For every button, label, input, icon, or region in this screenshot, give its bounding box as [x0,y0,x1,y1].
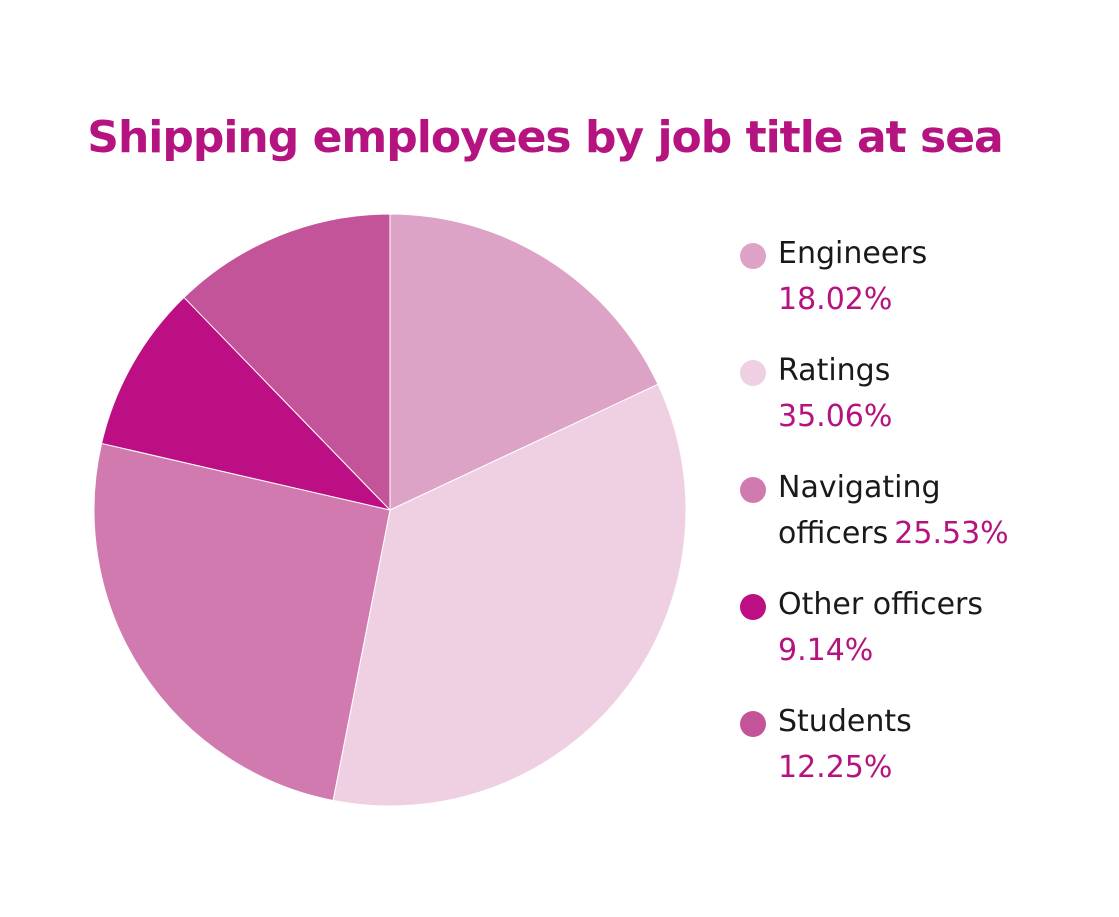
legend-swatch [740,477,766,503]
pie-slice-navigating-officers [93,442,391,802]
legend-item-other-officers: Other officers 9.14% [740,583,1110,700]
legend-value: 25.53% [894,516,1009,551]
legend-swatch [740,243,766,269]
legend-label: Students [778,704,912,739]
pie-slice-engineers [389,213,659,511]
legend-value: 18.02% [778,282,893,317]
legend-value: 12.25% [778,750,893,785]
legend-label: Navigating [778,470,941,505]
pie-slice-other-officers [100,296,392,511]
legend-label: Engineers [778,236,928,271]
legend-value: 9.14% [778,633,874,668]
legend-item-students: Students 12.25% [740,700,1110,817]
legend-item-ratings: Ratings 35.06% [740,349,1110,466]
legend-value: 35.06% [778,399,893,434]
pie-slice-students [183,213,391,512]
legend-label: Other officers [778,587,983,622]
legend-label-cont: officers [778,516,889,551]
legend-item-engineers: Engineers 18.02% [740,232,1110,349]
pie-slice-ratings [332,383,687,807]
legend-label-line2: officers 25.53% [778,512,1009,556]
legend-item-navigating-officers: Navigating officers 25.53% [740,466,1110,583]
legend-swatch [740,360,766,386]
legend-swatch [740,711,766,737]
chart-title: Shipping employees by job title at sea [87,112,1003,163]
legend-label: Ratings [778,353,891,388]
legend-swatch [740,594,766,620]
legend: Engineers 18.02% Ratings 35.06% Navigati… [740,232,1110,817]
